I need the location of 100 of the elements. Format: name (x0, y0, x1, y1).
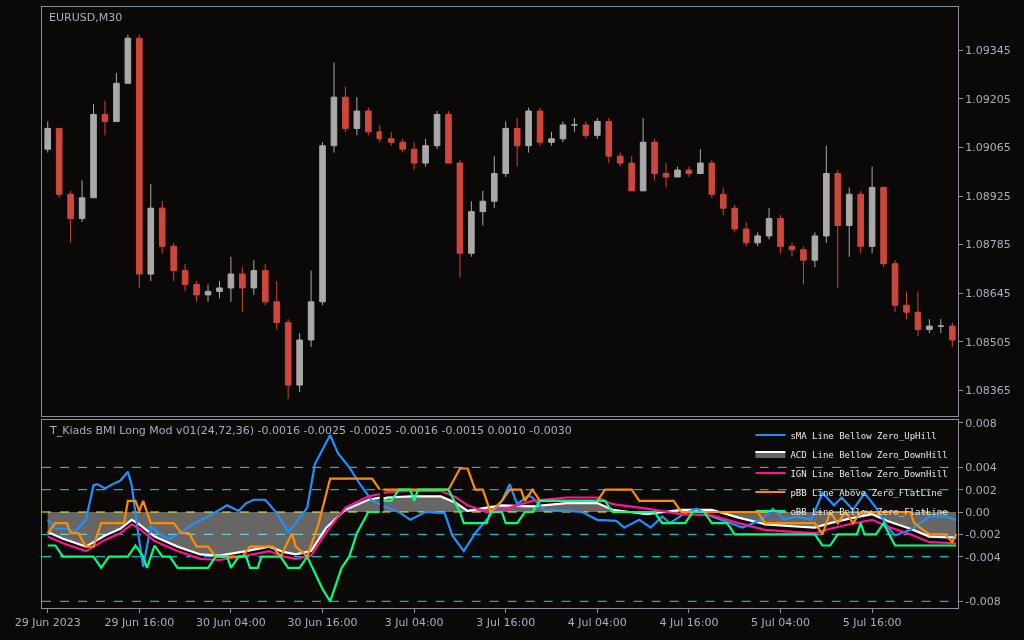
candlestick (536, 107, 544, 147)
candlestick (914, 290, 922, 338)
candlestick (685, 166, 693, 178)
candlestick (376, 124, 382, 143)
x-tick-label: 29 Jun 16:00 (104, 616, 175, 630)
candlestick (319, 141, 326, 306)
candlestick (857, 190, 864, 254)
candlestick (845, 186, 853, 258)
candlestick (90, 103, 97, 199)
candlestick (193, 280, 200, 303)
candlestick (937, 318, 945, 334)
candlestick (365, 107, 372, 136)
candlestick (697, 148, 704, 174)
candlestick (788, 242, 796, 258)
x-tick-label: 4 Jul 16:00 (659, 616, 719, 630)
candlestick (719, 186, 727, 216)
y-tick-label: 1.08365 (965, 384, 1011, 398)
chart-title: EURUSD,M30 (49, 11, 123, 24)
candlestick (147, 183, 155, 282)
legend-label: sMA Line Bellow Zero_UpHill (790, 430, 937, 441)
x-tick-label: 30 Jun 16:00 (287, 616, 358, 630)
x-tick-label: 29 Jun 2023 (14, 616, 81, 630)
candlestick (490, 155, 498, 209)
y-tick-label: 0.002 (965, 483, 997, 497)
candlestick (639, 117, 647, 192)
legend-label: pBB Line Above Zero_FlatLine (790, 487, 943, 498)
candlestick (616, 152, 624, 168)
candlestick (742, 221, 750, 247)
candlestick (101, 100, 109, 136)
candlestick (525, 107, 532, 154)
y-tick-label: 1.08785 (965, 238, 1011, 252)
candlestick (823, 145, 830, 244)
candlestick (181, 263, 189, 292)
candlestick (754, 231, 761, 247)
candlestick (765, 207, 773, 240)
candlestick (674, 166, 681, 178)
candlestick (158, 200, 166, 254)
candlestick (55, 127, 63, 199)
candlestick (731, 204, 739, 233)
y-tick-label: 0.00 (965, 505, 990, 519)
candlestick (284, 318, 292, 400)
y-tick-label: 1.09345 (965, 44, 1011, 58)
candlestick (124, 34, 132, 84)
candlestick (891, 259, 899, 313)
candlestick (422, 138, 429, 168)
y-tick-label: -0.004 (965, 550, 1001, 564)
candlestick (868, 166, 876, 254)
candlestick (468, 200, 475, 258)
candlestick (777, 214, 784, 254)
candlestick (410, 141, 418, 171)
x-tick-label: 3 Jul 16:00 (476, 616, 536, 630)
y-tick-label: 1.09205 (965, 92, 1011, 106)
candlestick (880, 186, 887, 268)
candlestick (296, 332, 303, 393)
candlestick (273, 280, 281, 331)
candlestick (250, 259, 258, 296)
candlestick (834, 169, 842, 289)
candlestick (548, 131, 555, 147)
x-tick-label: 3 Jul 04:00 (384, 616, 444, 630)
candlestick (170, 242, 177, 282)
candlestick (113, 72, 120, 122)
candlestick (342, 86, 349, 133)
x-tick-label: 4 Jul 04:00 (567, 616, 627, 630)
y-tick-label: -0.002 (965, 528, 1001, 542)
candlestick (456, 159, 464, 279)
candlestick (67, 190, 74, 244)
candlestick (513, 117, 521, 168)
candlestick (502, 120, 510, 178)
y-tick-label: 0.008 (965, 416, 997, 430)
candlestick (239, 266, 246, 313)
candlestick (479, 190, 487, 227)
candlestick (662, 162, 670, 188)
candlestick (948, 322, 956, 348)
y-tick-label: 1.09065 (965, 141, 1011, 155)
y-tick-label: -0.008 (965, 595, 1001, 609)
candlestick (445, 110, 452, 164)
candlestick (651, 138, 658, 181)
candlestick (708, 159, 716, 199)
candlestick (594, 117, 601, 140)
x-tick-label: 5 Jul 04:00 (751, 616, 811, 630)
x-tick-label: 30 Jun 04:00 (195, 616, 266, 630)
y-tick-label: 0.004 (965, 461, 997, 475)
candlestick (926, 318, 933, 334)
y-tick-label: 1.08505 (965, 335, 1011, 349)
candlestick (44, 120, 52, 154)
candlestick (330, 62, 338, 154)
candlestick (582, 120, 590, 140)
candlestick (353, 96, 361, 136)
y-tick-label: 1.08925 (965, 189, 1011, 203)
y-tick-label: 1.08645 (965, 287, 1011, 300)
candlestick (433, 110, 441, 150)
candlestick (605, 117, 613, 164)
legend-label: IGN Line Bellow Zero_DownHill (790, 468, 948, 479)
candlestick (261, 263, 269, 306)
candlestick (903, 290, 910, 320)
candlestick (307, 270, 315, 348)
candlestick (78, 179, 86, 223)
candlestick (399, 138, 406, 154)
x-tick-label: 5 Jul 16:00 (842, 616, 902, 630)
candlestick (571, 117, 578, 133)
